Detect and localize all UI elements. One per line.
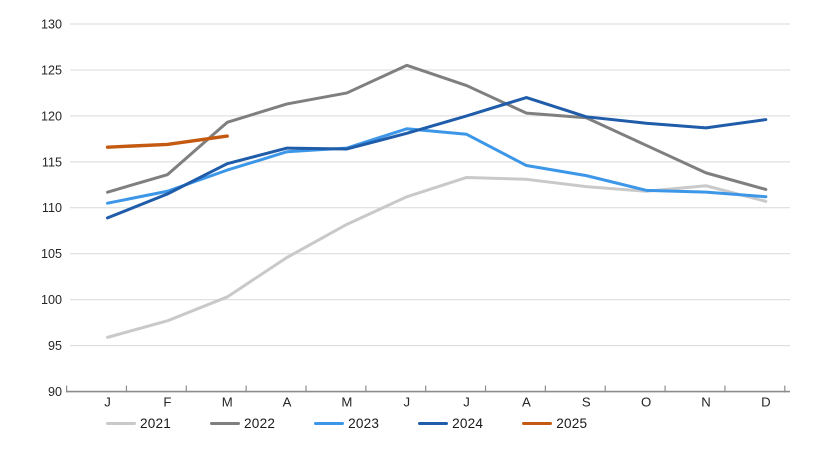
legend-item-2023: 2023 — [314, 414, 379, 433]
y-tick-label: 130 — [41, 17, 62, 31]
legend-label: 2022 — [244, 416, 276, 431]
legend-item-2025: 2025 — [522, 414, 587, 433]
legend-swatch-2024 — [418, 421, 449, 426]
legend-label: 2023 — [348, 416, 380, 431]
x-tick-label: A — [283, 395, 292, 410]
y-tick-label: 105 — [41, 247, 62, 261]
y-tick-label: 110 — [42, 201, 62, 215]
x-tick-label: F — [163, 395, 171, 410]
legend-item-2021: 2021 — [106, 414, 171, 433]
series-line-2022 — [106, 63, 768, 194]
series-line-2025 — [105, 134, 229, 149]
x-tick-label: J — [403, 395, 410, 410]
y-tick-label: 100 — [41, 293, 62, 307]
x-tick-label: O — [641, 395, 651, 410]
y-tick-label: 90 — [48, 385, 62, 399]
legend-swatch-2021 — [106, 421, 136, 426]
legend-item-2022: 2022 — [210, 414, 275, 433]
y-tick-label: 120 — [41, 109, 62, 123]
x-tick-label: M — [341, 395, 352, 410]
x-tick-label: N — [701, 395, 711, 410]
legend-swatch-2025 — [522, 421, 553, 426]
x-tick-label: A — [522, 395, 531, 410]
legend-swatch-2022 — [210, 421, 241, 426]
x-tick-label: S — [582, 395, 591, 410]
legend-label: 2024 — [452, 416, 484, 431]
chart-legend: 2021 2022 2023 2024 2025 — [0, 414, 820, 433]
legend-label: 2025 — [556, 416, 588, 431]
legend-swatch-2023 — [314, 421, 345, 426]
y-tick-label: 125 — [41, 63, 62, 77]
legend-label: 2021 — [140, 416, 172, 431]
legend-item-2024: 2024 — [418, 414, 483, 433]
y-tick-label: 115 — [42, 155, 62, 169]
x-tick-label: D — [761, 395, 771, 410]
series-line-2021 — [106, 175, 768, 339]
y-tick-label: 95 — [48, 339, 62, 353]
x-tick-label: J — [104, 395, 111, 410]
x-tick-label: M — [222, 395, 233, 410]
series-line-2024 — [106, 96, 768, 220]
series-line-2023 — [106, 127, 768, 205]
x-tick-label: J — [463, 395, 470, 410]
